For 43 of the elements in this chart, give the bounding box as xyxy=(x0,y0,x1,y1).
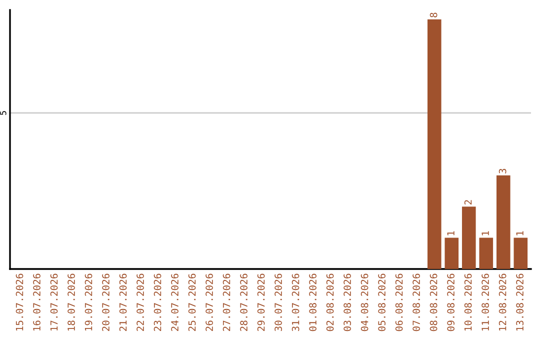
x-tick-label: 08.08.2026 xyxy=(430,274,438,332)
x-tick-label: 20.07.2026 xyxy=(102,274,110,331)
x-tick-label: 30.07.2026 xyxy=(274,274,282,332)
x-tick-label: 23.07.2026 xyxy=(154,274,162,331)
ref-line-label: 5 xyxy=(0,111,6,115)
data-label: 8 xyxy=(430,12,438,18)
x-tick-label: 02.08.2026 xyxy=(326,274,334,332)
x-tick-label: 03.08.2026 xyxy=(344,274,351,332)
x-tick-label: 29.07.2026 xyxy=(257,274,265,331)
bar xyxy=(479,238,494,269)
bar xyxy=(462,206,476,269)
x-tick-label: 22.07.2026 xyxy=(136,274,144,331)
x-tick-label: 26.07.2026 xyxy=(206,274,213,331)
x-tick-label: 25.07.2026 xyxy=(188,274,196,331)
x-tick-label: 13.08.2026 xyxy=(516,274,524,331)
x-tick-label: 05.08.2026 xyxy=(378,274,386,332)
x-tick-label: 19.07.2026 xyxy=(84,274,92,331)
bar xyxy=(427,19,442,269)
x-tick-label: 21.07.2026 xyxy=(119,274,127,331)
x-tick-label: 31.07.2026 xyxy=(292,274,300,332)
x-tick-label: 01.08.2026 xyxy=(309,274,316,332)
x-tick-label: 15.07.2026 xyxy=(16,274,24,331)
bar xyxy=(514,238,528,269)
x-tick-label: 10.08.2026 xyxy=(464,274,472,331)
data-label: 1 xyxy=(482,231,489,236)
x-tick-label: 17.07.2026 xyxy=(50,274,58,331)
data-label: 3 xyxy=(498,168,506,174)
bar xyxy=(444,238,459,269)
x-tick-label: 24.07.2026 xyxy=(171,274,178,331)
x-tick-label: 09.08.2026 xyxy=(447,274,454,332)
x-tick-label: 12.08.2026 xyxy=(498,274,506,331)
x-tick-label: 04.08.2026 xyxy=(360,274,368,332)
x-tick-label: 06.08.2026 xyxy=(395,274,403,332)
data-label: 1 xyxy=(516,231,524,236)
x-tick-label: 27.07.2026 xyxy=(222,274,230,331)
data-label: 2 xyxy=(464,200,472,204)
x-tick-label: 28.07.2026 xyxy=(240,274,248,331)
bar xyxy=(496,175,510,269)
x-tick-label: 11.08.2026 xyxy=(482,274,489,331)
x-tick-label: 18.07.2026 xyxy=(68,274,75,331)
x-tick-label: 07.08.2026 xyxy=(412,274,420,332)
data-label: 1 xyxy=(447,231,454,236)
x-tick-label: 16.07.2026 xyxy=(33,274,40,331)
